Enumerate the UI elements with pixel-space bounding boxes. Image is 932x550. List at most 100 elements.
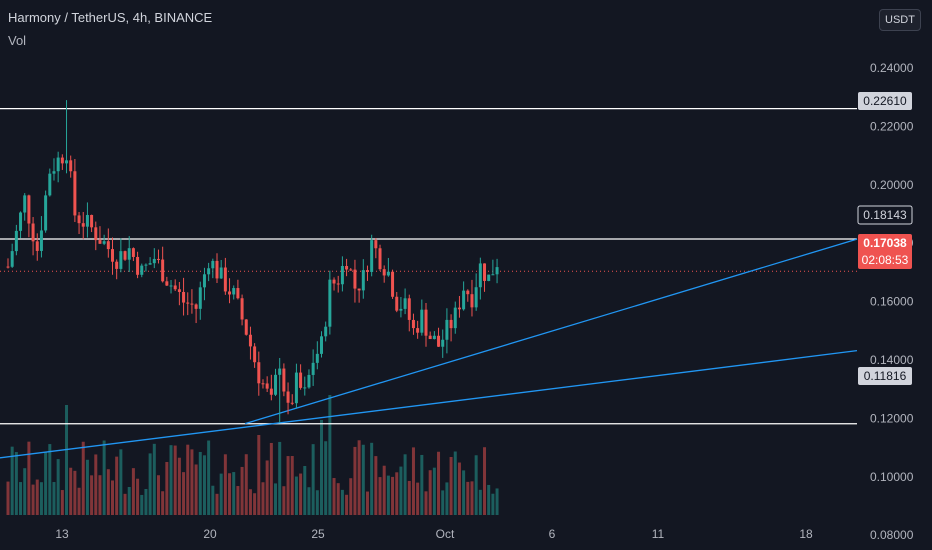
candle-body <box>420 309 424 333</box>
candle-body <box>487 274 491 281</box>
volume-bar <box>474 455 478 515</box>
candle-body <box>169 285 173 287</box>
candle-body <box>441 339 445 347</box>
candle-body <box>14 230 18 252</box>
price-axis[interactable]: 0.240000.220000.200000.180000.160000.140… <box>870 61 914 542</box>
volume-bar <box>6 481 10 515</box>
candle-body <box>27 195 31 224</box>
volume-bar <box>219 473 223 515</box>
volume-bar <box>478 489 482 515</box>
candle-body <box>290 402 294 404</box>
candle-body <box>127 248 131 260</box>
upper-level-tag-text: 0.22610 <box>863 94 907 108</box>
candle-body <box>52 171 56 174</box>
volume-bar <box>282 486 286 515</box>
volume-bar <box>131 468 135 515</box>
candle-body <box>324 326 328 337</box>
volume-bar <box>462 470 466 515</box>
volume-bar <box>457 462 461 515</box>
y-tick-label: 0.10000 <box>870 470 914 484</box>
volume-bar <box>207 440 211 515</box>
candle-body <box>382 269 386 276</box>
volume-bar <box>265 460 269 515</box>
volume-bar <box>395 472 399 515</box>
volume-bar <box>52 482 56 515</box>
candle-body <box>19 212 23 231</box>
candle-body <box>102 241 106 244</box>
volume-bar <box>311 444 315 515</box>
candle-body <box>257 362 261 384</box>
candle-body <box>165 281 169 286</box>
candle-body <box>370 240 374 272</box>
candle-body <box>65 160 69 164</box>
candle-body <box>81 223 85 227</box>
volume-bar <box>94 454 98 515</box>
volume-bar <box>374 456 378 515</box>
volume-bar <box>123 493 127 515</box>
candle-body <box>411 319 415 329</box>
volume-bar <box>202 455 206 515</box>
volume-bar <box>165 461 169 515</box>
volume-bar <box>115 456 119 515</box>
x-tick-label: 13 <box>55 527 69 541</box>
volume-bar <box>161 491 165 515</box>
candle-body <box>123 251 127 260</box>
trendline-upper <box>244 238 858 425</box>
volume-bar <box>261 482 265 515</box>
volume-bar <box>399 466 403 515</box>
y-tick-label: 0.16000 <box>870 295 914 309</box>
currency-button[interactable]: USDT <box>879 9 921 31</box>
candle-body <box>44 195 48 231</box>
candle-body <box>56 157 60 172</box>
candle-body <box>173 285 177 290</box>
y-tick-label: 0.12000 <box>870 411 914 425</box>
volume-bar <box>324 441 328 515</box>
volume-bar <box>140 494 144 515</box>
candle-body <box>232 288 236 295</box>
candle-body <box>395 296 399 311</box>
volume-bar <box>294 476 298 515</box>
candle-body <box>148 263 152 265</box>
resistance-tag: 0.18143 <box>857 205 913 225</box>
candle-body <box>219 267 223 279</box>
volume-indicator-label[interactable]: Vol <box>8 33 27 48</box>
volume-bar <box>23 468 27 515</box>
candle-body <box>457 307 461 310</box>
volume-bar <box>470 481 474 515</box>
candle-body <box>365 270 369 272</box>
volume-bar <box>240 466 244 515</box>
volume-bar <box>173 445 177 515</box>
candle-body <box>399 308 403 311</box>
volume-bar <box>340 489 344 515</box>
time-axis[interactable]: 13 20 25 Oct 6 11 18 <box>55 527 813 541</box>
volume-bar <box>420 454 424 515</box>
candle-body <box>152 258 156 264</box>
candle-body <box>240 298 244 320</box>
volume-bar <box>186 444 190 515</box>
candle-body <box>428 335 432 340</box>
volume-bar <box>169 445 173 515</box>
candle-body <box>353 269 357 289</box>
volume-bar <box>102 440 106 515</box>
volume-bar <box>303 466 307 515</box>
candle-body <box>286 391 290 403</box>
volume-bar <box>361 444 365 515</box>
candle-body <box>223 267 227 292</box>
volume-bar <box>136 478 140 515</box>
volume-bar <box>198 451 202 515</box>
volume-bar <box>336 483 340 515</box>
volume-bar <box>299 473 303 515</box>
upper-level-tag: 0.22610 <box>858 92 912 110</box>
volume-bar <box>407 480 411 515</box>
candle-body <box>478 263 482 288</box>
candle-body <box>177 289 181 292</box>
volume-bar <box>19 482 23 515</box>
volume-bar <box>432 467 436 515</box>
candle-body <box>391 271 395 297</box>
volume-bar <box>228 473 232 515</box>
y-tick-label: 0.20000 <box>870 178 914 192</box>
candle-body <box>449 319 453 329</box>
volume-bar <box>148 453 152 515</box>
candle-body <box>269 388 273 395</box>
